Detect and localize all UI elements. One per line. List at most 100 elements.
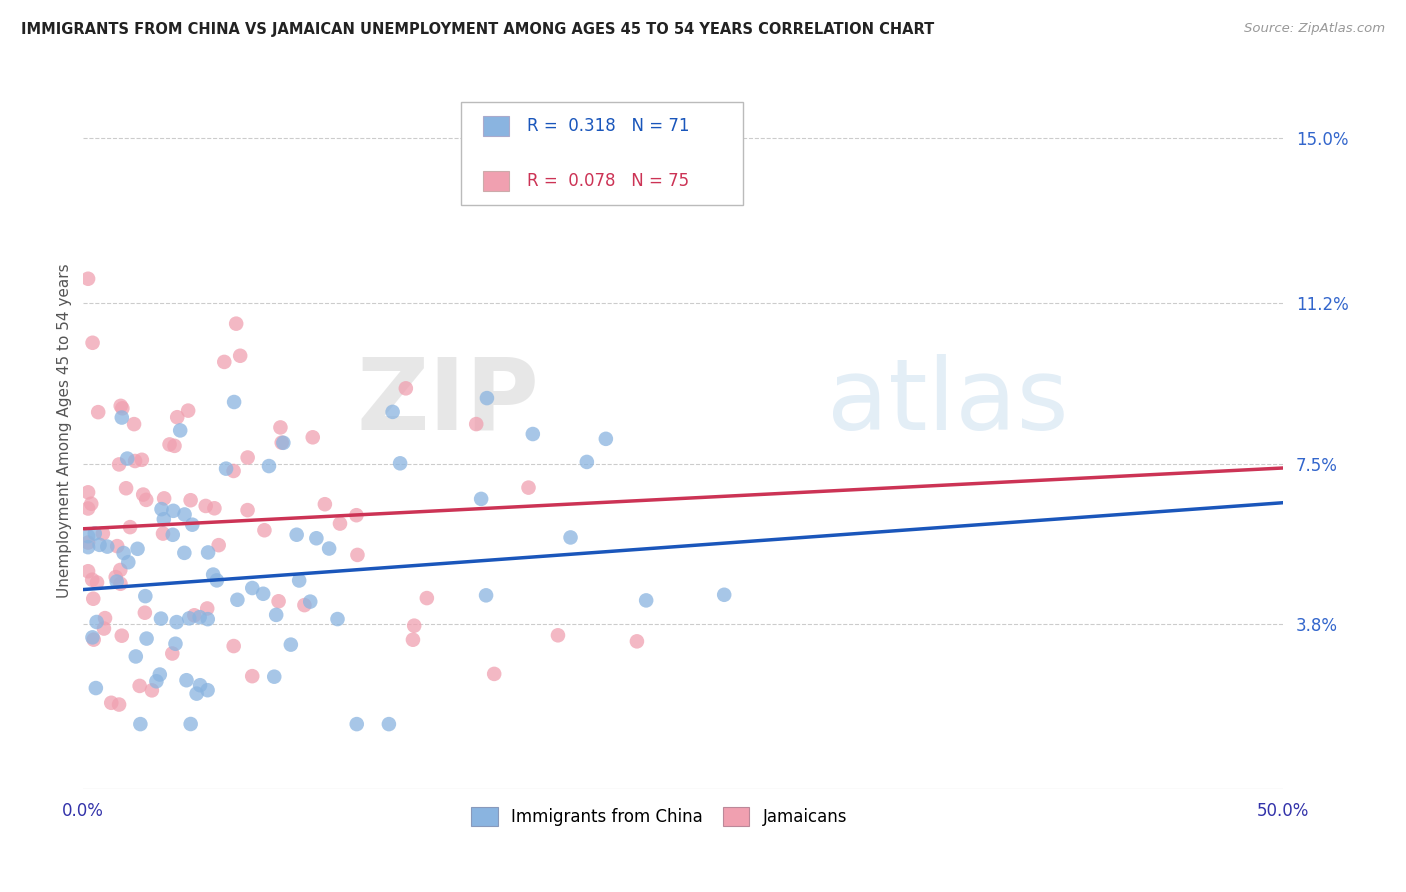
Point <box>82 631 104 645</box>
Point <box>252 587 274 601</box>
Point <box>195 601 218 615</box>
Point <box>595 432 617 446</box>
Point <box>575 455 598 469</box>
Point <box>305 531 328 545</box>
Point <box>229 349 252 363</box>
Point <box>77 540 100 554</box>
Text: R =  0.078   N = 75: R = 0.078 N = 75 <box>527 172 689 190</box>
Point <box>626 634 648 648</box>
Point <box>127 541 149 556</box>
Point <box>179 611 201 625</box>
Point <box>86 575 108 590</box>
Point <box>173 508 195 522</box>
Point <box>131 452 153 467</box>
Point <box>105 539 128 553</box>
Point <box>402 632 425 647</box>
Point <box>346 548 368 562</box>
Point <box>77 485 100 500</box>
Point <box>84 681 107 695</box>
Point <box>166 615 188 629</box>
Point <box>416 591 439 605</box>
Point <box>381 405 404 419</box>
Point <box>173 546 195 560</box>
Point <box>162 504 184 518</box>
Point <box>149 667 172 681</box>
Point <box>267 594 290 608</box>
Point <box>299 594 322 608</box>
Point <box>713 588 735 602</box>
Point <box>77 272 100 286</box>
Point <box>202 567 225 582</box>
Point <box>314 497 336 511</box>
Point <box>636 593 658 607</box>
Point <box>176 673 198 688</box>
Point <box>141 683 163 698</box>
Point <box>222 639 245 653</box>
Point <box>522 427 544 442</box>
Point <box>470 491 492 506</box>
Y-axis label: Unemployment Among Ages 45 to 54 years: Unemployment Among Ages 45 to 54 years <box>58 264 72 599</box>
Point <box>153 491 176 506</box>
Point <box>83 526 105 541</box>
Point <box>346 717 368 731</box>
Point <box>264 607 287 622</box>
Point <box>240 581 263 595</box>
Point <box>124 454 146 468</box>
Point <box>301 430 323 444</box>
Point <box>475 391 498 405</box>
Point <box>269 420 291 434</box>
Point <box>166 410 188 425</box>
Point <box>134 606 156 620</box>
Point <box>128 679 150 693</box>
Point <box>165 637 187 651</box>
Point <box>149 612 172 626</box>
Point <box>104 570 127 584</box>
Point <box>205 574 228 588</box>
Point <box>285 527 308 541</box>
Point <box>263 670 285 684</box>
Point <box>120 520 142 534</box>
Point <box>215 461 238 475</box>
Point <box>80 497 103 511</box>
Point <box>91 526 114 541</box>
Point <box>111 629 134 643</box>
Point <box>236 503 259 517</box>
Point <box>77 501 100 516</box>
Point <box>177 403 200 417</box>
Point <box>135 492 157 507</box>
Point <box>225 317 247 331</box>
Point <box>152 526 174 541</box>
Point <box>83 632 105 647</box>
Point <box>288 574 311 588</box>
Point <box>194 499 217 513</box>
Text: Source: ZipAtlas.com: Source: ZipAtlas.com <box>1244 22 1385 36</box>
Point <box>162 647 184 661</box>
Point <box>257 458 280 473</box>
Point <box>326 612 349 626</box>
Point <box>77 535 100 549</box>
Point <box>77 529 100 543</box>
Point <box>82 591 104 606</box>
Point <box>125 649 148 664</box>
Point <box>110 563 132 577</box>
Point <box>93 622 115 636</box>
Point <box>110 576 132 591</box>
Point <box>273 435 295 450</box>
Point <box>197 545 219 559</box>
Text: atlas: atlas <box>827 354 1069 451</box>
Point <box>111 410 134 425</box>
Point <box>150 502 173 516</box>
Point <box>270 435 292 450</box>
Point <box>482 666 505 681</box>
Point <box>112 546 135 560</box>
Point <box>153 512 176 526</box>
Point <box>169 424 191 438</box>
Point <box>226 592 249 607</box>
Point <box>86 615 108 629</box>
Point <box>404 618 426 632</box>
Point <box>204 501 226 516</box>
Point <box>318 541 340 556</box>
Text: IMMIGRANTS FROM CHINA VS JAMAICAN UNEMPLOYMENT AMONG AGES 45 TO 54 YEARS CORRELA: IMMIGRANTS FROM CHINA VS JAMAICAN UNEMPL… <box>21 22 935 37</box>
Point <box>94 611 117 625</box>
Point <box>240 669 263 683</box>
